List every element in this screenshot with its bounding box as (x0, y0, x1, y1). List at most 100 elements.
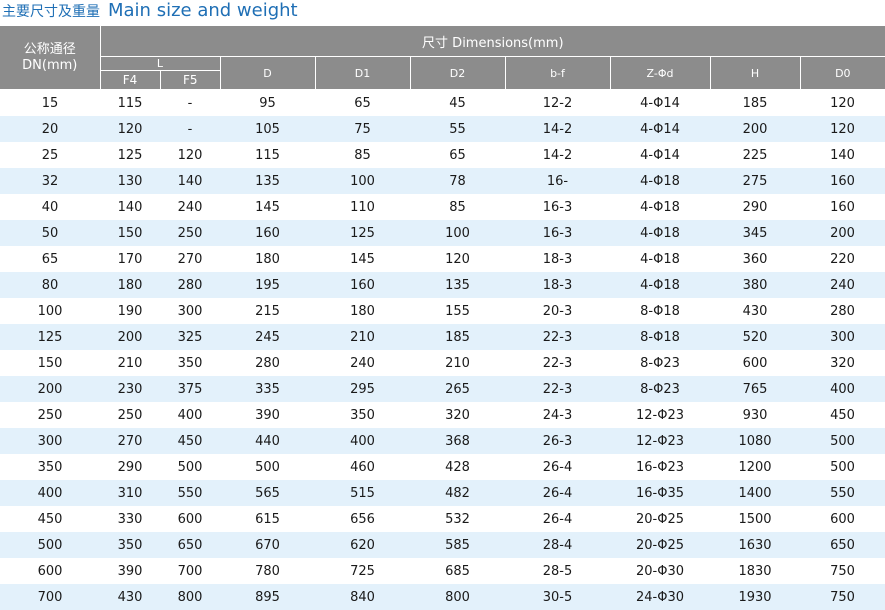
cell-z-d: 8-Φ23 (610, 350, 710, 376)
cell-d: 135 (220, 168, 315, 194)
cell-f4: 170 (100, 246, 160, 272)
cell-d: 335 (220, 376, 315, 402)
cell-h: 1500 (710, 506, 800, 532)
cell-d: 115 (220, 142, 315, 168)
cell-d2: 65 (410, 142, 505, 168)
col-header-z-d: Z-Φd (610, 57, 710, 90)
cell-f5: 350 (160, 350, 220, 376)
cell-d0: 750 (800, 558, 885, 584)
cell-d0: 550 (800, 480, 885, 506)
cell-d1: 725 (315, 558, 410, 584)
cell-d0: 240 (800, 272, 885, 298)
cell-d: 780 (220, 558, 315, 584)
cell-b-f: 22-3 (505, 324, 610, 350)
cell-d2: 135 (410, 272, 505, 298)
cell-d: 440 (220, 428, 315, 454)
cell-z-d: 24-Φ30 (610, 584, 710, 610)
cell-d1: 85 (315, 142, 410, 168)
cell-d1: 110 (315, 194, 410, 220)
cell-h: 275 (710, 168, 800, 194)
cell-f5: 280 (160, 272, 220, 298)
cell-f5: 300 (160, 298, 220, 324)
cell-dn: 65 (0, 246, 100, 272)
cell-b-f: 26-4 (505, 480, 610, 506)
cell-z-d: 20-Φ25 (610, 506, 710, 532)
cell-b-f: 16-3 (505, 194, 610, 220)
cell-b-f: 16- (505, 168, 610, 194)
cell-f4: 230 (100, 376, 160, 402)
cell-d0: 320 (800, 350, 885, 376)
cell-d: 145 (220, 194, 315, 220)
cell-z-d: 8-Φ23 (610, 376, 710, 402)
cell-d1: 145 (315, 246, 410, 272)
cell-d: 180 (220, 246, 315, 272)
cell-f4: 140 (100, 194, 160, 220)
cell-d2: 800 (410, 584, 505, 610)
cell-f5: - (160, 90, 220, 117)
cell-d2: 532 (410, 506, 505, 532)
cell-f4: 200 (100, 324, 160, 350)
cell-dn: 250 (0, 402, 100, 428)
cell-d1: 65 (315, 90, 410, 117)
cell-z-d: 20-Φ30 (610, 558, 710, 584)
cell-d0: 750 (800, 584, 885, 610)
cell-h: 1200 (710, 454, 800, 480)
cell-f5: 600 (160, 506, 220, 532)
cell-d0: 450 (800, 402, 885, 428)
cell-d1: 125 (315, 220, 410, 246)
cell-d1: 840 (315, 584, 410, 610)
cell-h: 185 (710, 90, 800, 117)
cell-d2: 78 (410, 168, 505, 194)
cell-dn: 20 (0, 116, 100, 142)
cell-d: 160 (220, 220, 315, 246)
cell-b-f: 22-3 (505, 376, 610, 402)
cell-d2: 210 (410, 350, 505, 376)
cell-d2: 120 (410, 246, 505, 272)
cell-dn: 150 (0, 350, 100, 376)
cell-dn: 450 (0, 506, 100, 532)
dimensions-header: 尺寸 Dimensions(mm) (100, 26, 885, 57)
cell-f4: 310 (100, 480, 160, 506)
cell-d2: 585 (410, 532, 505, 558)
cell-dn: 15 (0, 90, 100, 117)
cell-b-f: 28-5 (505, 558, 610, 584)
cell-z-d: 4-Φ18 (610, 168, 710, 194)
cell-d: 195 (220, 272, 315, 298)
cell-h: 765 (710, 376, 800, 402)
cell-d1: 350 (315, 402, 410, 428)
cell-f4: 290 (100, 454, 160, 480)
cell-z-d: 4-Φ14 (610, 142, 710, 168)
l-header: L (100, 57, 220, 71)
cell-d2: 155 (410, 298, 505, 324)
cell-h: 520 (710, 324, 800, 350)
cell-d0: 160 (800, 168, 885, 194)
cell-d: 670 (220, 532, 315, 558)
cell-dn: 400 (0, 480, 100, 506)
cell-dn: 40 (0, 194, 100, 220)
cell-dn: 32 (0, 168, 100, 194)
cell-f4: 250 (100, 402, 160, 428)
cell-dn: 100 (0, 298, 100, 324)
cell-f5: 800 (160, 584, 220, 610)
cell-z-d: 8-Φ18 (610, 298, 710, 324)
cell-f5: 700 (160, 558, 220, 584)
col-header-d2: D2 (410, 57, 505, 90)
cell-b-f: 28-4 (505, 532, 610, 558)
cell-z-d: 20-Φ25 (610, 532, 710, 558)
cell-z-d: 12-Φ23 (610, 428, 710, 454)
cell-f5: 650 (160, 532, 220, 558)
cell-f5: 140 (160, 168, 220, 194)
cell-f5: - (160, 116, 220, 142)
cell-z-d: 4-Φ18 (610, 220, 710, 246)
